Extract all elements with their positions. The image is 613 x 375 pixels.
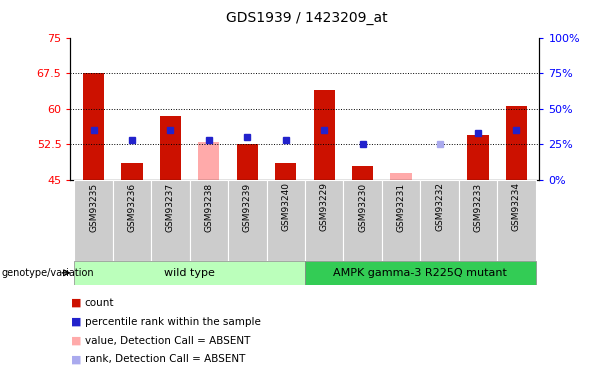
Text: GSM93229: GSM93229 — [320, 182, 329, 231]
Text: ■: ■ — [70, 317, 81, 327]
Bar — [382, 180, 421, 261]
Text: rank, Detection Call = ABSENT: rank, Detection Call = ABSENT — [85, 354, 245, 364]
Text: ■: ■ — [70, 336, 81, 346]
Text: GSM93240: GSM93240 — [281, 182, 290, 231]
Text: ■: ■ — [70, 298, 81, 308]
Bar — [121, 164, 143, 180]
Bar — [314, 90, 335, 180]
Bar — [160, 116, 181, 180]
Bar — [275, 164, 296, 180]
Bar — [506, 106, 527, 180]
Text: GSM93232: GSM93232 — [435, 182, 444, 231]
Bar — [189, 180, 228, 261]
Text: GSM93235: GSM93235 — [89, 182, 98, 231]
Text: AMPK gamma-3 R225Q mutant: AMPK gamma-3 R225Q mutant — [333, 268, 507, 278]
Text: GSM93230: GSM93230 — [358, 182, 367, 231]
Bar — [267, 180, 305, 261]
Bar — [305, 261, 536, 285]
Bar — [467, 135, 489, 180]
Text: wild type: wild type — [164, 268, 215, 278]
Text: ■: ■ — [70, 354, 81, 364]
Text: count: count — [85, 298, 114, 308]
Bar — [390, 173, 412, 180]
Text: GSM93237: GSM93237 — [166, 182, 175, 231]
Text: GDS1939 / 1423209_at: GDS1939 / 1423209_at — [226, 11, 387, 25]
Text: GSM93233: GSM93233 — [473, 182, 482, 231]
Text: GSM93236: GSM93236 — [128, 182, 137, 231]
Bar — [459, 180, 497, 261]
Text: GSM93231: GSM93231 — [397, 182, 406, 231]
Bar — [352, 166, 373, 180]
Bar — [74, 261, 305, 285]
Bar — [343, 180, 382, 261]
Bar — [198, 142, 219, 180]
Text: GSM93234: GSM93234 — [512, 182, 521, 231]
Text: GSM93239: GSM93239 — [243, 182, 252, 231]
Text: value, Detection Call = ABSENT: value, Detection Call = ABSENT — [85, 336, 250, 346]
Bar — [113, 180, 151, 261]
Text: percentile rank within the sample: percentile rank within the sample — [85, 317, 261, 327]
Bar — [305, 180, 343, 261]
Bar — [83, 73, 104, 180]
Text: GSM93238: GSM93238 — [204, 182, 213, 231]
Bar — [421, 180, 459, 261]
Bar — [151, 180, 189, 261]
Bar — [74, 180, 113, 261]
Bar — [497, 180, 536, 261]
Bar — [237, 144, 258, 180]
Text: genotype/variation: genotype/variation — [2, 268, 94, 278]
Bar — [228, 180, 267, 261]
